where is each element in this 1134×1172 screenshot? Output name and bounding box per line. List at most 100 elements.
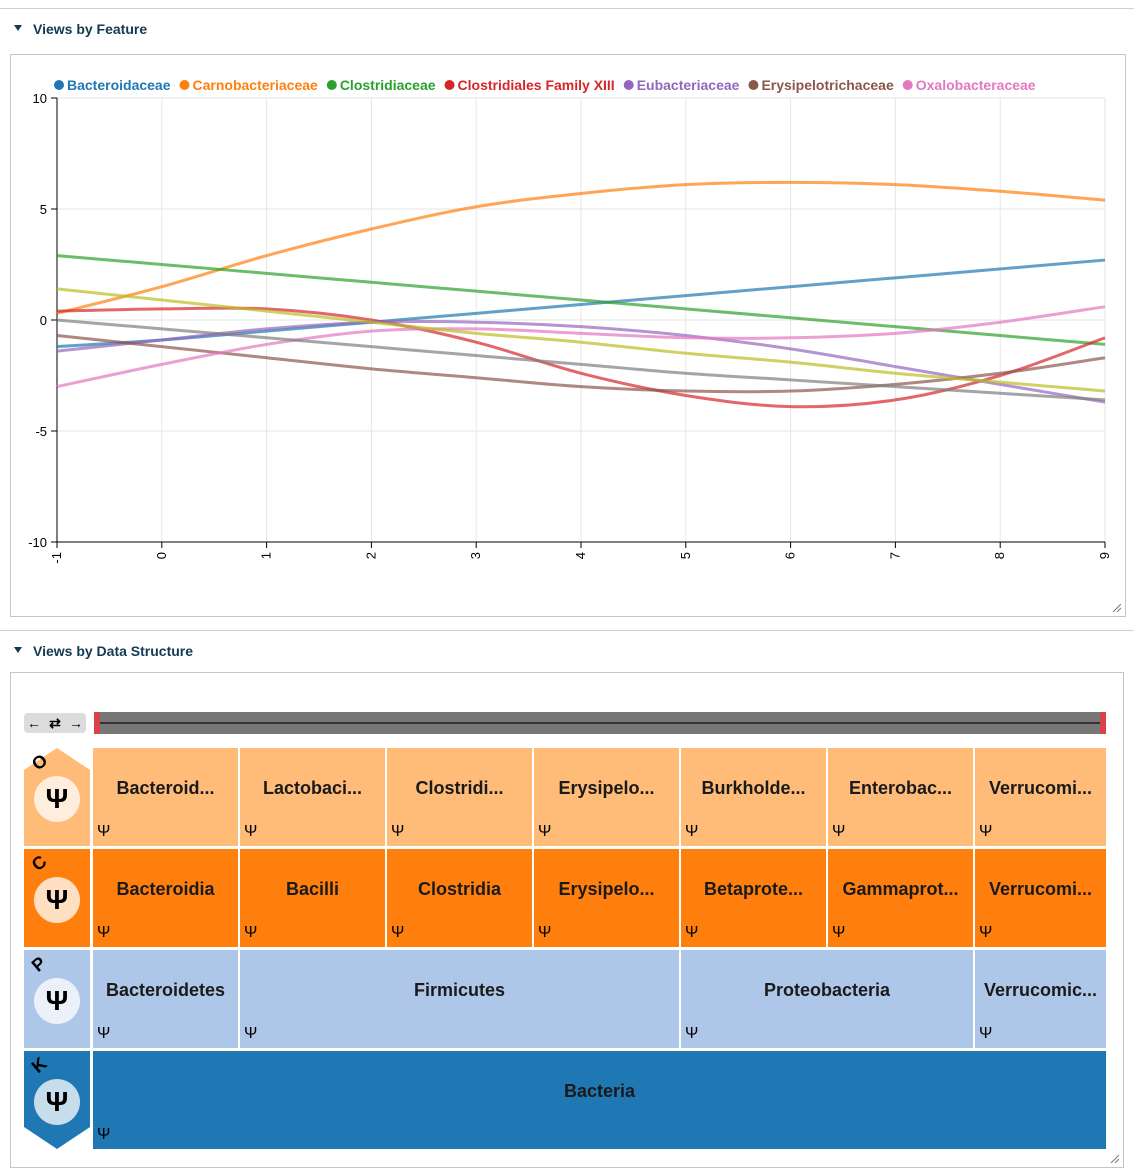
taxon-cell[interactable]: Bacteroid... Ψ: [93, 748, 238, 846]
taxon-name: Bacteroidia: [116, 879, 215, 899]
tree-icon[interactable]: Ψ: [832, 823, 846, 840]
taxon-cell[interactable]: Verrucomi... Ψ: [975, 748, 1106, 846]
tree-icon[interactable]: Ψ: [685, 924, 699, 941]
legend-entry: Eubacteriaceae: [637, 77, 740, 93]
resize-handle-icon[interactable]: [1111, 602, 1121, 612]
tree-icon[interactable]: Ψ: [244, 823, 258, 840]
tree-icon[interactable]: Ψ: [979, 924, 993, 941]
structure-panel-header[interactable]: Views by Data Structure: [0, 630, 1134, 671]
x-tick-label: 2: [363, 552, 378, 559]
tree-icon[interactable]: Ψ: [832, 924, 846, 941]
taxon-cell[interactable]: Bacilli Ψ: [240, 849, 385, 947]
taxon-name: Bacteroid...: [116, 778, 215, 798]
taxon-cell[interactable]: Bacteria Ψ: [93, 1051, 1106, 1149]
legend-dot: [54, 80, 64, 90]
tree-icon[interactable]: Ψ: [45, 884, 69, 915]
tree-icon[interactable]: Ψ: [97, 924, 111, 941]
taxon-cell[interactable]: Clostridi... Ψ: [387, 748, 532, 846]
taxon-name: Firmicutes: [413, 980, 506, 1000]
collapse-triangle-icon[interactable]: [14, 647, 22, 653]
taxon-cell[interactable]: Gammaprot... Ψ: [828, 849, 973, 947]
x-tick-label: 6: [783, 552, 798, 559]
range-slider[interactable]: [94, 712, 1106, 734]
taxon-cell[interactable]: Lactobaci... Ψ: [240, 748, 385, 846]
feature-panel-header[interactable]: Views by Feature: [0, 8, 1134, 49]
taxon-cell[interactable]: Erysipelo... Ψ: [534, 748, 679, 846]
legend-dot: [623, 80, 634, 90]
slider-right-handle[interactable]: [1100, 712, 1106, 734]
navigation-buttons: ← ⇄ →: [24, 713, 86, 733]
rank-circle: [34, 776, 80, 822]
series-line: [56, 318, 1106, 402]
x-tick-label: 9: [1097, 552, 1112, 559]
tree-icon[interactable]: Ψ: [979, 1025, 993, 1042]
feature-chart-box: 10 5 0 -5 -10 -1 0 1 2 3 4 5 6 7 8 9 Bacteroidaceae Carno…: [10, 54, 1126, 617]
tree-icon[interactable]: Ψ: [97, 1126, 111, 1143]
taxon-name: Proteobacteria: [763, 980, 891, 1000]
taxon-name: Clostridi...: [415, 778, 504, 798]
tree-icon[interactable]: Ψ: [538, 924, 552, 941]
tree-icon[interactable]: Ψ: [979, 823, 993, 840]
tree-icon[interactable]: Ψ: [685, 1025, 699, 1042]
legend-entry: Clostridiales Family XIII: [458, 77, 615, 93]
taxon-cell[interactable]: Proteobacteria Ψ: [681, 950, 973, 1048]
taxon-name: Verrucomic...: [983, 980, 1098, 1000]
legend-entry: Oxalobacteraceae: [916, 77, 1036, 93]
tree-icon[interactable]: Ψ: [45, 985, 69, 1016]
taxon-cell[interactable]: Enterobac... Ψ: [828, 748, 973, 846]
x-tick-label: 4: [573, 552, 588, 559]
arrow-left-icon[interactable]: ←: [27, 715, 41, 731]
taxon-name: Bacilli: [285, 879, 340, 899]
taxon-cell[interactable]: Bacteroidia Ψ: [93, 849, 238, 947]
legend-dot: [444, 80, 455, 90]
x-tick-label: 7: [887, 552, 902, 559]
tree-icon[interactable]: Ψ: [244, 924, 258, 941]
tree-icon[interactable]: Ψ: [45, 1086, 69, 1117]
x-tick-label: 5: [678, 552, 693, 559]
series-line: [56, 305, 1106, 389]
slider-track: [100, 722, 1100, 724]
tree-icon[interactable]: Ψ: [391, 823, 405, 840]
legend-entry: Carnobacteriaceae: [193, 77, 319, 93]
resize-handle-icon[interactable]: [1109, 1153, 1119, 1163]
arrow-right-icon[interactable]: →: [69, 715, 83, 731]
tree-icon[interactable]: Ψ: [97, 823, 111, 840]
tree-icon[interactable]: Ψ: [244, 1025, 258, 1042]
y-tick-label: 10: [33, 91, 47, 106]
rank-circle: [34, 877, 80, 923]
taxon-cell[interactable]: Burkholde... Ψ: [681, 748, 826, 846]
taxon-name: Gammaprot...: [842, 879, 959, 899]
y-tick-label: -5: [35, 424, 47, 439]
y-tick-label: -10: [28, 535, 47, 550]
tree-icon[interactable]: Ψ: [45, 783, 69, 814]
taxon-cell[interactable]: Verrucomi... Ψ: [975, 849, 1106, 947]
taxon-name: Burkholde...: [701, 778, 806, 798]
x-tick-label: 3: [468, 552, 483, 559]
taxon-cell[interactable]: Clostridia Ψ: [387, 849, 532, 947]
tree-icon[interactable]: Ψ: [538, 823, 552, 840]
taxon-cell[interactable]: Verrucomic... Ψ: [975, 950, 1106, 1048]
tree-icon[interactable]: Ψ: [97, 1025, 111, 1042]
taxon-cell[interactable]: Betaprote... Ψ: [681, 849, 826, 947]
taxon-name: Bacteroidetes: [105, 980, 226, 1000]
swap-arrows-icon[interactable]: ⇄: [49, 715, 61, 731]
collapse-triangle-icon[interactable]: [14, 25, 22, 31]
series-line: [56, 180, 1106, 315]
taxon-cell[interactable]: Erysipelo... Ψ: [534, 849, 679, 947]
taxon-cell[interactable]: Bacteroidetes Ψ: [93, 950, 238, 1048]
taxon-name: Bacteria: [563, 1081, 636, 1101]
tree-icon[interactable]: Ψ: [391, 924, 405, 941]
taxon-name: Erysipelo...: [558, 879, 655, 899]
tree-icon[interactable]: Ψ: [685, 823, 699, 840]
legend-dot: [748, 80, 759, 90]
taxon-name: Lactobaci...: [262, 778, 363, 798]
taxon-cell[interactable]: Firmicutes Ψ: [240, 950, 679, 1048]
slider-left-handle[interactable]: [94, 712, 100, 734]
series-line: [56, 334, 1106, 394]
rank-circle: [34, 978, 80, 1024]
